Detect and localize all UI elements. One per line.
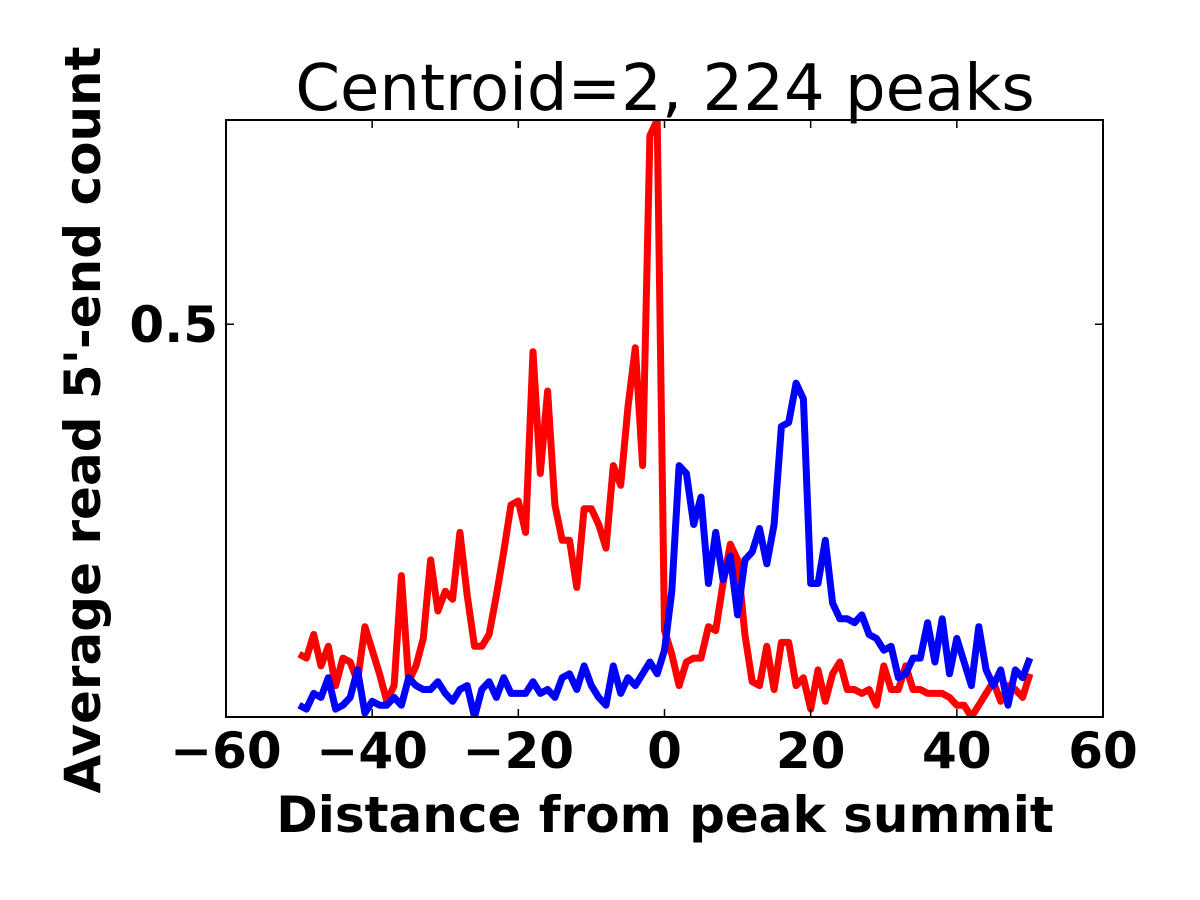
x-tick-label: 20 [776,722,846,780]
chart-title: Centroid=2, 224 peaks [295,52,1034,126]
x-tick-label: 40 [922,722,992,780]
x-tick-label: −40 [316,722,427,780]
x-tick-label: 0 [647,722,682,780]
plot-area [297,120,1034,717]
y-axis-label: Average read 5'-end count [54,46,112,793]
x-tick-label: −20 [463,722,574,780]
axis-ticks: −60 −40 −20 0 20 40 60 0.5 [129,120,1138,780]
x-tick-label: 60 [1068,722,1138,780]
x-tick-label: −60 [170,722,281,780]
series-line-2 [297,379,1034,717]
y-tick-label: 0.5 [129,296,218,354]
x-axis-label: Distance from peak summit [276,786,1054,844]
